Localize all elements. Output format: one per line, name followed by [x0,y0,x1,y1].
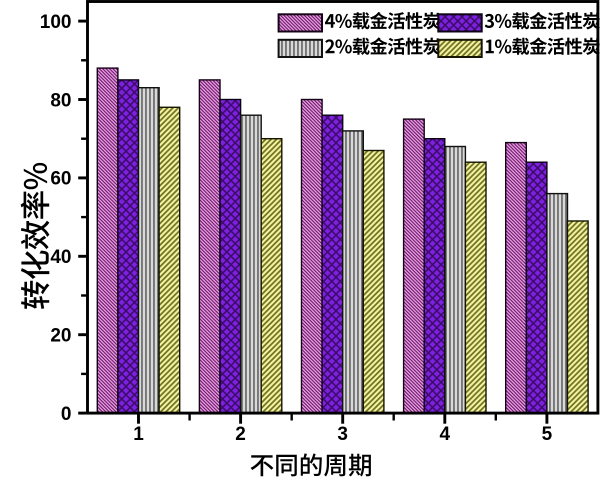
svg-text:1: 1 [133,424,144,445]
svg-text:20: 20 [50,326,71,347]
svg-text:0: 0 [61,404,72,425]
svg-text:4: 4 [440,424,451,445]
svg-text:5: 5 [542,424,553,445]
svg-text:2: 2 [235,424,246,445]
svg-text:80: 80 [50,90,71,111]
svg-text:100: 100 [40,12,72,33]
svg-text:60: 60 [50,169,71,190]
svg-text:3: 3 [337,424,348,445]
svg-text:40: 40 [50,247,71,268]
